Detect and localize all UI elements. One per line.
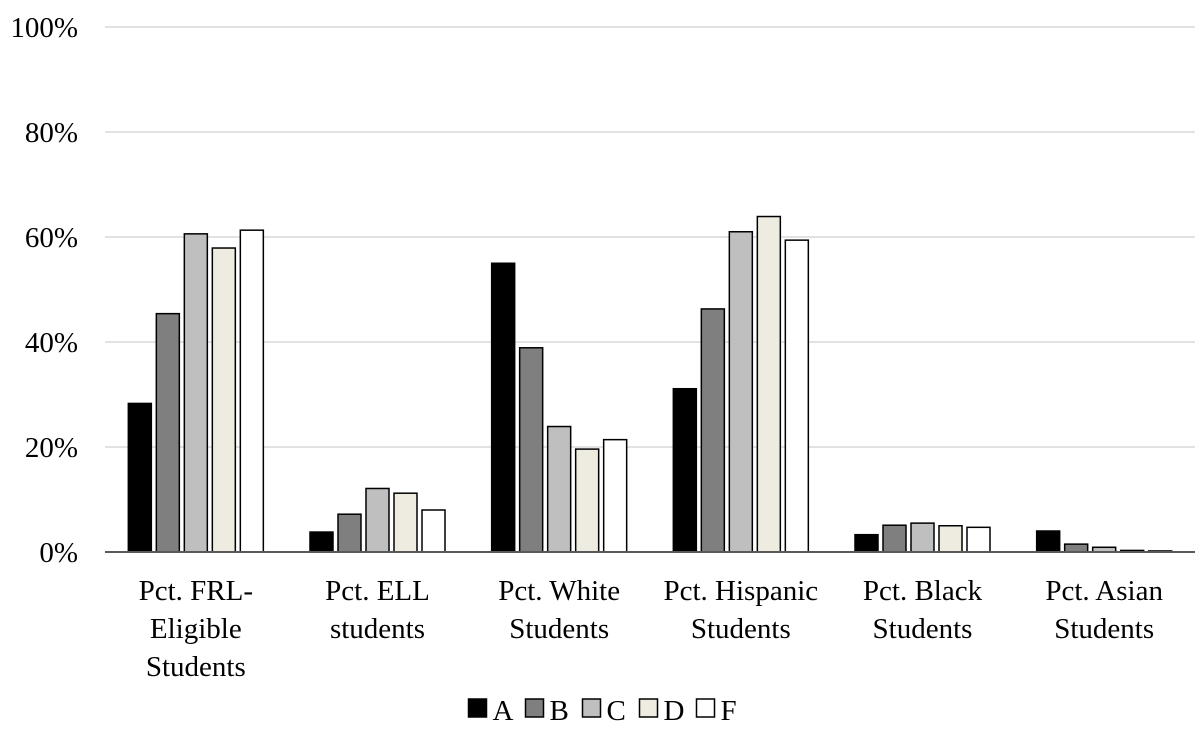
legend-label-a: A <box>493 695 514 727</box>
bar-c-2 <box>546 425 572 553</box>
bar-c-1 <box>365 487 390 553</box>
x-tick-label: Pct. Asian Students <box>1045 575 1163 645</box>
x-tick-label-line: Students <box>146 651 246 683</box>
bar-b-4 <box>882 524 907 553</box>
x-tick-label: Pct. ELL students <box>325 575 430 645</box>
x-tick-label: Pct. FRL- Eligible Students <box>139 575 253 683</box>
x-tick-label: Pct. White Students <box>498 575 620 645</box>
x-tick-label-line: Pct. FRL- <box>139 575 253 607</box>
bar-a-2 <box>490 262 516 553</box>
bar-a-4 <box>854 533 879 553</box>
x-tick-label-line: Students <box>691 613 791 645</box>
x-tick-label-line: Students <box>509 613 609 645</box>
bar-f-3 <box>784 239 810 553</box>
x-tick-label-line: Pct. Asian <box>1045 575 1163 607</box>
bar-d-0 <box>211 247 237 553</box>
bar-b-2 <box>518 347 544 553</box>
bar-c-3 <box>728 231 754 553</box>
bar-c-0 <box>183 233 209 553</box>
bar-a-1 <box>309 531 334 553</box>
y-tick-label: 100% <box>10 12 78 44</box>
bar-f-0 <box>239 229 265 553</box>
bar-a-0 <box>127 402 153 553</box>
bar-a-5 <box>1035 530 1061 553</box>
bar-b-5 <box>1063 543 1089 553</box>
bar-b-0 <box>155 312 181 553</box>
legend-swatch-b <box>524 698 545 718</box>
x-tick-label-line: Pct. ELL <box>325 575 430 607</box>
x-tick-label-line: Students <box>1054 613 1154 645</box>
x-tick-label-line: Students <box>873 613 973 645</box>
x-tick-label: Pct. Black Students <box>863 575 983 645</box>
bar-f-1 <box>421 509 446 553</box>
legend-label-c: C <box>607 695 626 727</box>
y-tick-label: 0% <box>39 537 78 569</box>
bars <box>127 215 1173 553</box>
bar-d-3 <box>756 215 782 553</box>
bar-b-1 <box>337 513 362 553</box>
x-tick-label-line: Eligible <box>150 613 242 645</box>
legend-label-b: B <box>550 695 569 727</box>
y-axis-ticks: 0% 20% 40% 60% 80% 100% <box>10 12 78 569</box>
y-tick-label: 40% <box>25 327 78 359</box>
x-tick-label: Pct. Hispanic Students <box>664 575 819 645</box>
y-tick-label: 80% <box>25 117 78 149</box>
y-tick-label: 60% <box>25 222 78 254</box>
y-tick-label: 20% <box>25 432 78 464</box>
x-axis-ticks: Pct. FRL- Eligible Students Pct. ELL student… <box>139 575 1164 683</box>
bar-d-1 <box>393 492 418 553</box>
x-tick-label-line: Pct. White <box>498 575 620 607</box>
legend-label-d: D <box>664 695 685 727</box>
legend-swatch-c <box>581 698 602 718</box>
legend-swatch-a <box>467 698 488 718</box>
x-tick-label-line: students <box>330 613 425 645</box>
legend-swatch-d <box>638 698 659 718</box>
gridlines <box>105 26 1195 448</box>
bar-b-3 <box>700 308 726 553</box>
bar-c-4 <box>910 522 935 553</box>
bar-a-3 <box>672 387 698 553</box>
legend-label-f: F <box>721 695 737 727</box>
bar-f-2 <box>602 438 628 553</box>
bar-f-4 <box>966 526 991 553</box>
x-tick-label-line: Pct. Black <box>863 575 983 607</box>
bar-d-2 <box>574 448 600 553</box>
legend-swatch-f <box>695 698 716 718</box>
x-tick-label-line: Pct. Hispanic <box>664 575 819 607</box>
bar-d-4 <box>938 525 963 553</box>
